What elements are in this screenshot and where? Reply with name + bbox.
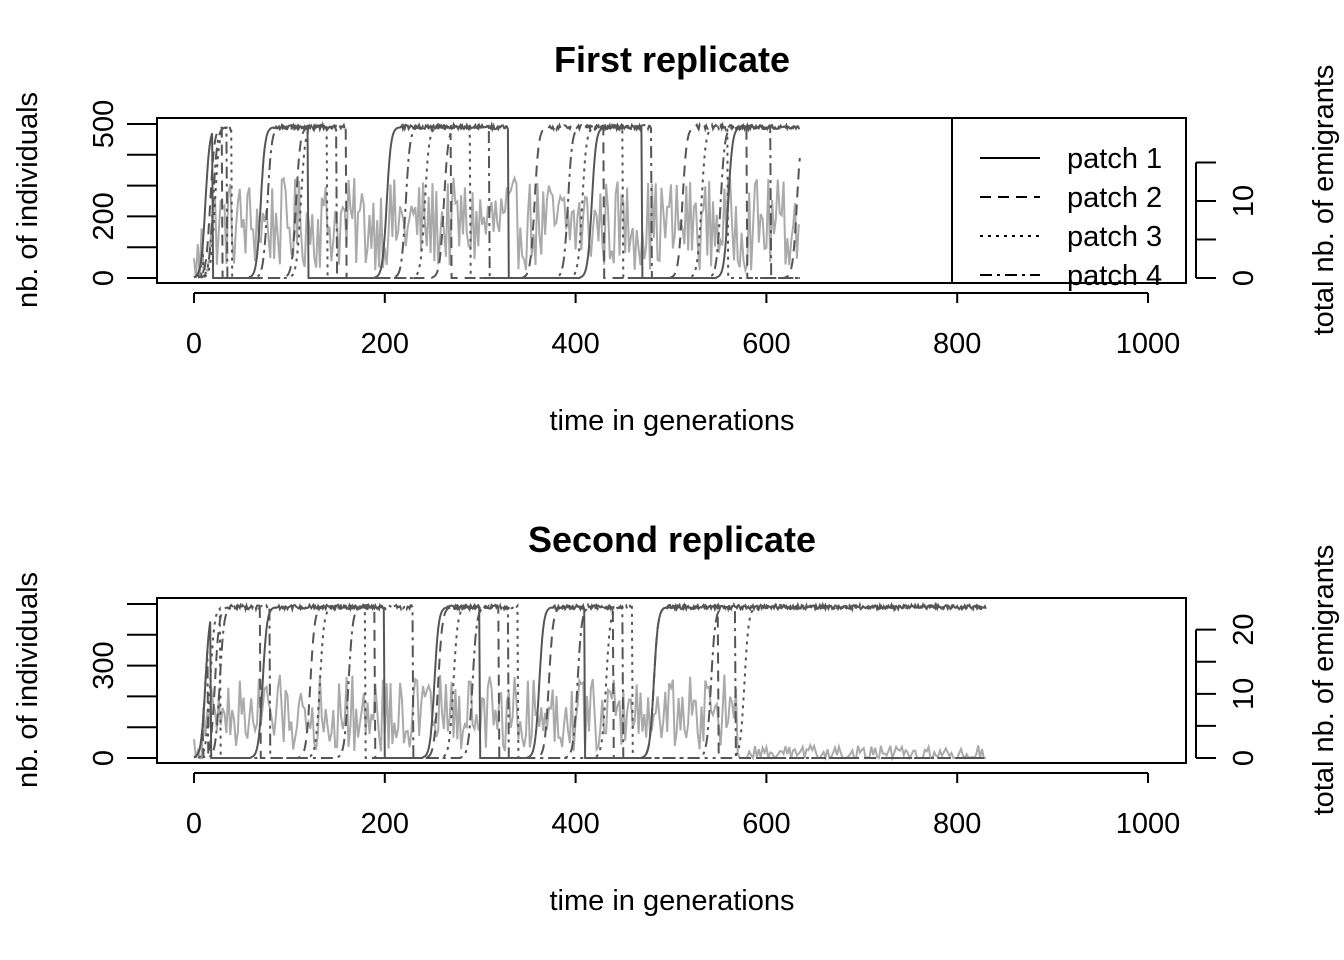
chart-title: First replicate xyxy=(554,39,790,80)
legend-label: patch 2 xyxy=(1067,182,1162,214)
x-axis-label: time in generations xyxy=(549,405,794,437)
patch-series-3 xyxy=(193,601,987,759)
x-tick-label: 0 xyxy=(186,808,202,840)
legend-label: patch 3 xyxy=(1067,221,1162,253)
emigrants-series xyxy=(193,174,800,279)
patch-series-4 xyxy=(193,121,800,279)
y-tick-label: 200 xyxy=(88,192,120,240)
chart-title: Second replicate xyxy=(528,519,816,560)
x-tick-label: 400 xyxy=(551,328,599,360)
y-axis-label: nb. of individuals xyxy=(12,572,44,788)
panel-first-replicate: First replicate time in generations nb. … xyxy=(12,39,1340,437)
x-tick-label: 1000 xyxy=(1116,808,1181,840)
x-tick-label: 400 xyxy=(551,808,599,840)
y2-tick-label: 0 xyxy=(1228,270,1260,286)
x-tick-label: 600 xyxy=(742,328,790,360)
y-tick-label: 500 xyxy=(88,100,120,148)
series-layer xyxy=(193,601,987,762)
emigrants-series xyxy=(193,674,986,762)
tick-layer: 0 200 400 600 800 1000 0 300 0 10 20 xyxy=(88,603,1260,840)
y2-tick-label: 20 xyxy=(1228,614,1260,646)
y-tick-label: 0 xyxy=(88,270,120,286)
y2-axis-label: total nb. of emigrants xyxy=(1308,65,1340,336)
x-tick-label: 1000 xyxy=(1116,328,1181,360)
x-tick-label: 200 xyxy=(361,808,409,840)
x-tick-label: 600 xyxy=(742,808,790,840)
patch-series-4 xyxy=(193,601,986,759)
y-tick-label: 0 xyxy=(88,750,120,766)
y2-tick-label: 10 xyxy=(1228,185,1260,217)
y2-tick-label: 10 xyxy=(1228,678,1260,710)
x-axis-label: time in generations xyxy=(549,885,794,917)
x-tick-label: 200 xyxy=(361,328,409,360)
x-tick-label: 800 xyxy=(933,328,981,360)
patch-series-2 xyxy=(193,121,801,279)
y-axis-label: nb. of individuals xyxy=(12,92,44,308)
legend-box xyxy=(951,117,1187,284)
panel-second-replicate: Second replicate time in generations nb.… xyxy=(12,519,1340,917)
tick-layer: 0 200 400 600 800 1000 0 200 500 0 10 xyxy=(88,100,1260,360)
y2-axis-label: total nb. of emigrants xyxy=(1308,545,1340,816)
legend-label: patch 1 xyxy=(1067,143,1162,175)
y-tick-label: 300 xyxy=(88,641,120,689)
legend: patch 1 patch 2 patch 3 patch 4 xyxy=(951,117,1187,292)
x-tick-label: 0 xyxy=(186,328,202,360)
legend-label: patch 4 xyxy=(1067,260,1162,292)
patch-series-2 xyxy=(193,601,986,759)
x-tick-label: 800 xyxy=(933,808,981,840)
plot-frame xyxy=(156,597,1187,764)
series-layer xyxy=(193,121,801,279)
y2-tick-label: 0 xyxy=(1228,750,1260,766)
